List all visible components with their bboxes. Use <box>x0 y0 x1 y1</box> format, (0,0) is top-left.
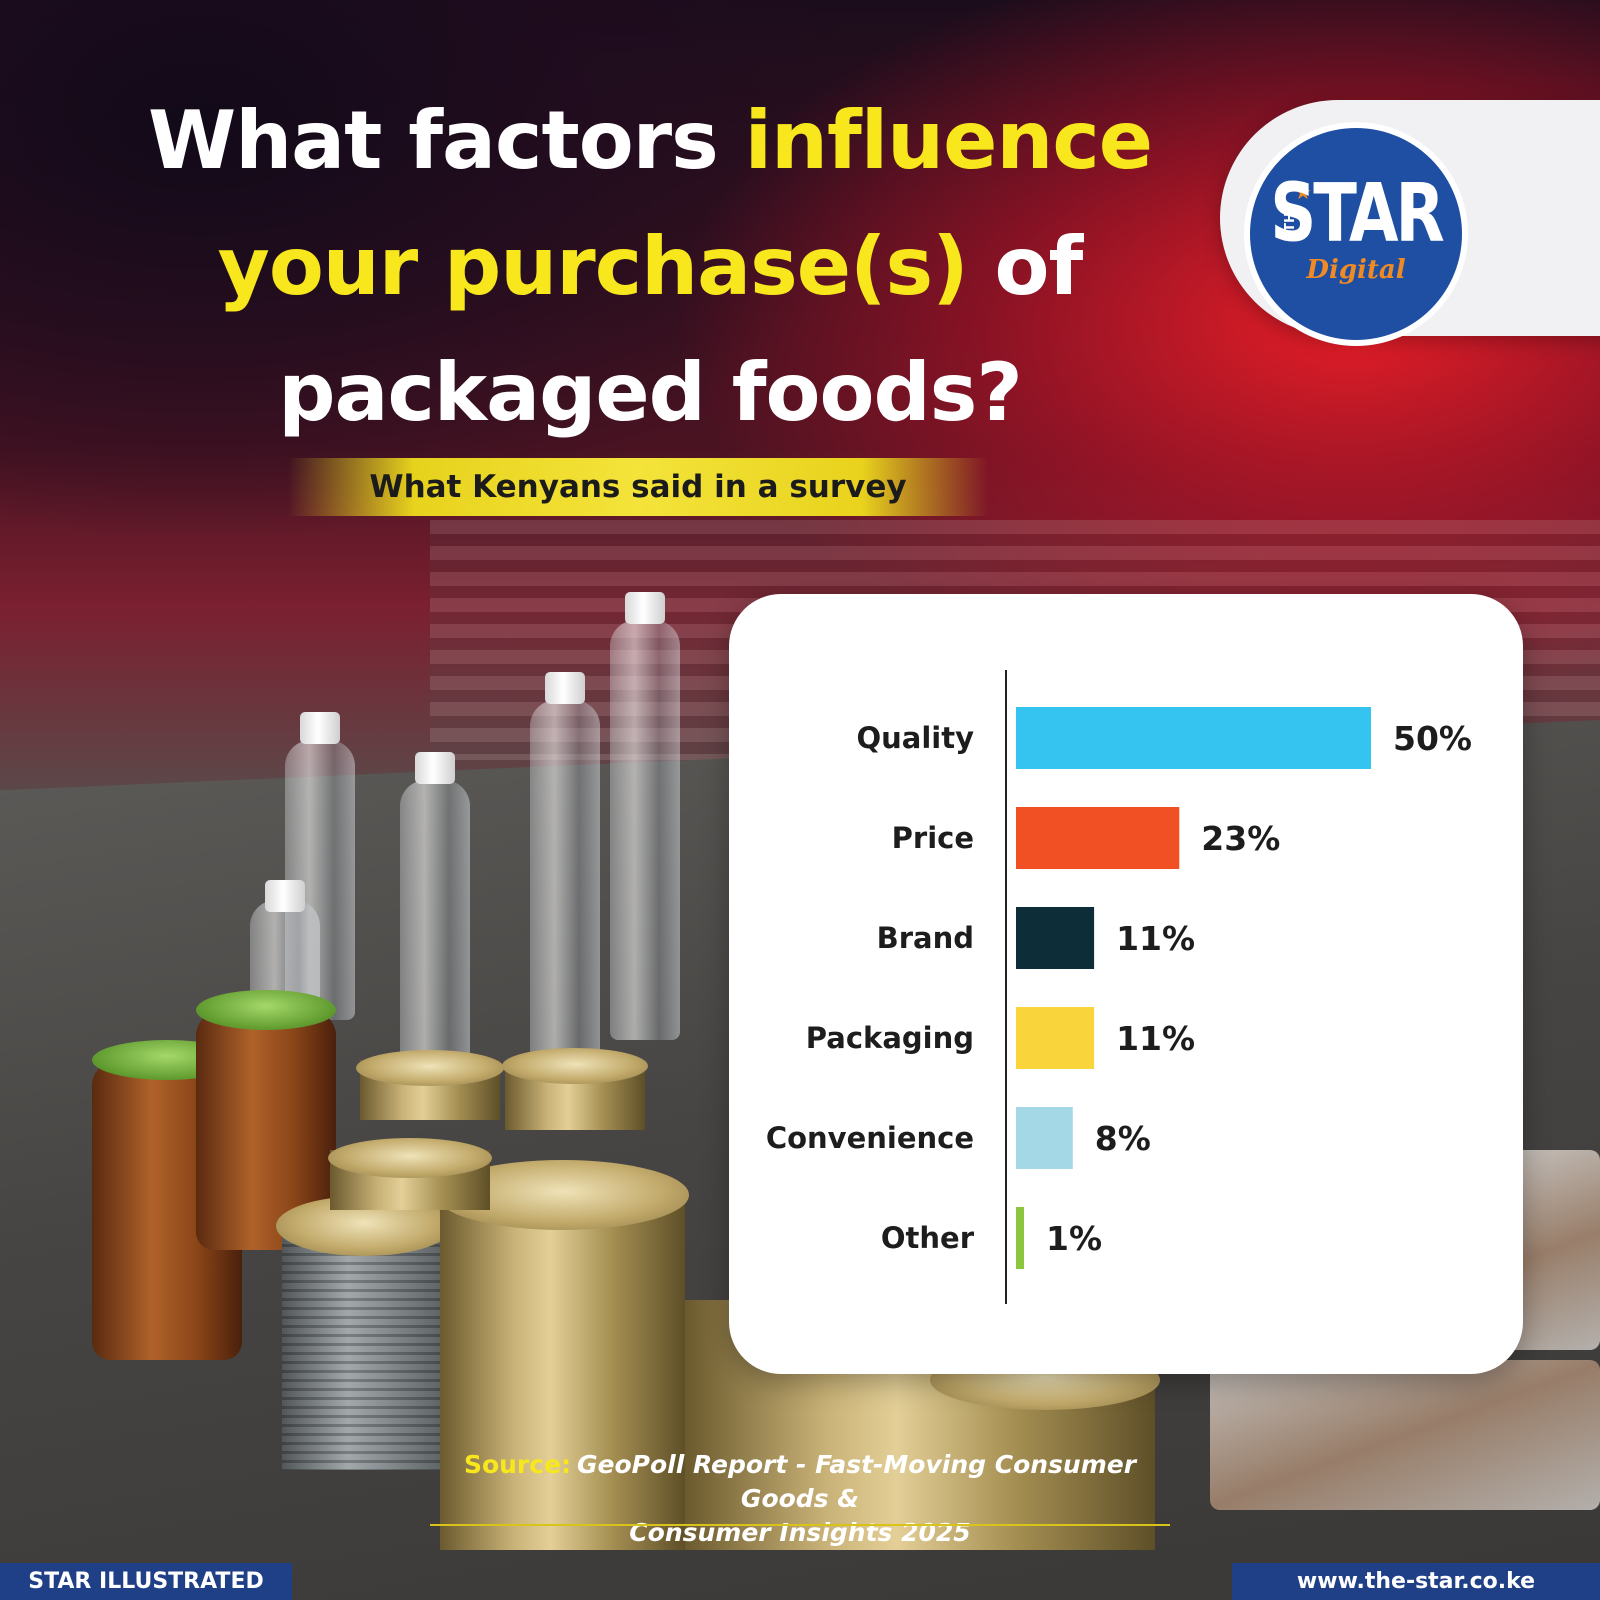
value-label: 11% <box>1116 919 1195 958</box>
title-part-4: of <box>967 220 1084 313</box>
category-label: Brand <box>877 921 974 955</box>
logo-tagline: Digital <box>1306 255 1406 285</box>
value-label: 11% <box>1116 1019 1195 1058</box>
footer-website-text[interactable]: www.the-star.co.ke <box>1296 1569 1536 1594</box>
chart-card: Quality 50% Price 23% Brand 11% Packaging 11% Co… <box>729 594 1523 1374</box>
subtitle: What Kenyans said in a survey <box>369 469 907 505</box>
bar-packaging <box>1016 1007 1095 1069</box>
value-label: 50% <box>1393 719 1472 758</box>
source-note: Source: GeoPoll Report - Fast-Moving Cons… <box>420 1448 1180 1550</box>
source-label: Source: <box>463 1450 572 1479</box>
logo-wordmark: STAR <box>1270 167 1445 261</box>
category-label: Packaging <box>806 1021 974 1055</box>
bar-other <box>1016 1207 1024 1269</box>
category-label: Quality <box>856 721 974 755</box>
source-line-2: Consumer Insights 2025 <box>629 1518 971 1547</box>
bar-quality <box>1016 707 1371 769</box>
footer-credit-text: STAR ILLUSTRATED <box>28 1569 264 1594</box>
value-label: 1% <box>1046 1219 1102 1258</box>
bar-convenience <box>1016 1107 1073 1169</box>
star-digital-logo: THE ★ STAR Digital <box>1244 122 1468 346</box>
title-highlight-1: influence <box>744 94 1153 187</box>
title-highlight-2: your purchase(s) <box>217 220 969 313</box>
footer-credit: STAR ILLUSTRATED <box>0 1563 292 1600</box>
bar-price <box>1016 807 1180 869</box>
category-label: Price <box>892 821 974 855</box>
title-part-1: What factors <box>147 94 745 187</box>
logo-star-icon: ★ <box>1294 182 1312 204</box>
value-label: 23% <box>1201 819 1280 858</box>
page-title: What factors influence your purchase(s) … <box>60 78 1240 456</box>
footer-website[interactable]: www.the-star.co.ke <box>1232 1563 1600 1600</box>
title-part-5: packaged foods? <box>278 346 1023 439</box>
category-label: Other <box>881 1221 975 1255</box>
source-divider <box>430 1524 1170 1526</box>
bar-chart: Quality 50% Price 23% Brand 11% Packaging 11% Co… <box>766 670 1472 1304</box>
source-line-1: GeoPoll Report - Fast-Moving Consumer Go… <box>577 1450 1137 1513</box>
value-label: 8% <box>1095 1119 1151 1158</box>
category-label: Convenience <box>766 1121 974 1155</box>
bar-brand <box>1016 907 1095 969</box>
subtitle-band: What Kenyans said in a survey <box>288 458 988 516</box>
